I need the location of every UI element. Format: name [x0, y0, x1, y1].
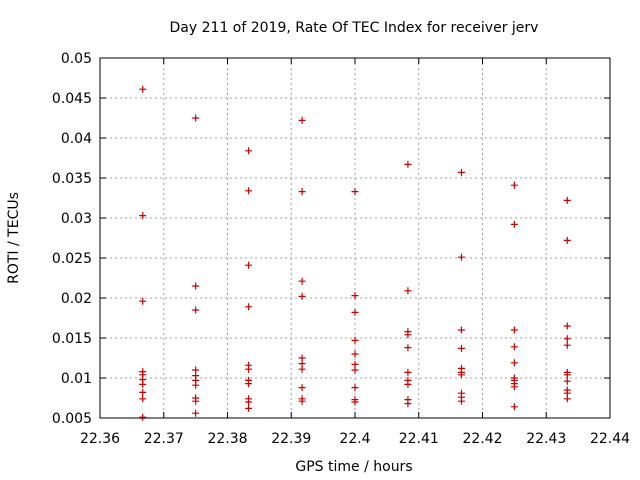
- x-axis-label: GPS time / hours: [295, 459, 412, 475]
- data-point: [139, 212, 147, 220]
- data-point: [192, 381, 200, 389]
- data-points: [139, 85, 571, 421]
- data-point: [457, 253, 465, 261]
- data-point: [563, 371, 571, 379]
- x-tick-label: 22.41: [399, 431, 439, 447]
- data-point: [510, 359, 518, 367]
- data-point: [245, 147, 253, 155]
- data-point: [351, 398, 359, 406]
- data-point: [510, 220, 518, 228]
- data-point: [457, 397, 465, 405]
- data-point: [563, 236, 571, 244]
- data-point: [245, 380, 253, 388]
- data-point: [298, 188, 306, 196]
- data-point: [298, 397, 306, 405]
- y-tick-label: 0.035: [52, 171, 92, 187]
- data-point: [510, 383, 518, 391]
- y-tick-label: 0.015: [52, 331, 92, 347]
- x-tick-label: 22.4: [339, 431, 370, 447]
- grid: [100, 58, 610, 418]
- y-tick-label: 0.005: [52, 411, 92, 427]
- data-point: [457, 371, 465, 379]
- x-tick-label: 22.38: [207, 431, 247, 447]
- data-point: [404, 287, 412, 295]
- data-point: [245, 303, 253, 311]
- data-point: [351, 350, 359, 358]
- data-point: [245, 365, 253, 373]
- data-point: [351, 366, 359, 374]
- data-point: [245, 187, 253, 195]
- data-point: [510, 403, 518, 411]
- data-point: [563, 341, 571, 349]
- y-tick-label: 0.025: [52, 251, 92, 267]
- y-tick-label: 0.045: [52, 91, 92, 107]
- data-point: [563, 322, 571, 330]
- x-tick-label: 22.36: [80, 431, 120, 447]
- data-point: [510, 326, 518, 334]
- data-point: [563, 196, 571, 204]
- data-point: [404, 400, 412, 408]
- data-point: [404, 331, 412, 339]
- data-point: [510, 343, 518, 351]
- data-point: [192, 282, 200, 290]
- data-point: [298, 292, 306, 300]
- data-point: [563, 335, 571, 343]
- data-point: [351, 292, 359, 300]
- data-point: [192, 397, 200, 405]
- data-point: [139, 413, 147, 421]
- data-point: [139, 297, 147, 305]
- data-point: [298, 365, 306, 373]
- y-tick-label: 0.01: [61, 371, 92, 387]
- data-point: [563, 377, 571, 385]
- data-point: [351, 384, 359, 392]
- data-point: [404, 344, 412, 352]
- x-axis-ticks: 22.36 22.37 22.38 22.39 22.4 22.41 22.42 22.43 2…: [80, 58, 630, 447]
- data-point: [457, 344, 465, 352]
- chart-title: Day 211 of 2019, Rate Of TEC Index for r…: [170, 20, 539, 36]
- y-tick-label: 0.03: [61, 211, 92, 227]
- x-tick-label: 22.43: [526, 431, 566, 447]
- data-point: [351, 336, 359, 344]
- y-tick-label: 0.04: [61, 131, 92, 147]
- data-point: [351, 188, 359, 196]
- data-point: [192, 306, 200, 314]
- x-tick-label: 22.37: [144, 431, 184, 447]
- x-tick-label: 22.39: [271, 431, 311, 447]
- data-point: [404, 368, 412, 376]
- data-point: [298, 116, 306, 124]
- data-point: [351, 308, 359, 316]
- data-point: [563, 395, 571, 403]
- data-point: [404, 380, 412, 388]
- y-axis-ticks: 0.005 0.01 0.015 0.02 0.025 0.03 0.035 0.04 0.04…: [52, 51, 610, 427]
- data-point: [510, 181, 518, 189]
- data-point: [139, 380, 147, 388]
- y-axis-label: ROTI / TECUs: [6, 192, 22, 284]
- data-point: [298, 277, 306, 285]
- y-tick-label: 0.05: [61, 51, 92, 67]
- data-point: [245, 398, 253, 406]
- plot-frame: [99, 57, 611, 419]
- x-tick-label: 22.42: [462, 431, 502, 447]
- data-point: [457, 168, 465, 176]
- data-point: [139, 388, 147, 396]
- data-point: [245, 404, 253, 412]
- data-point: [404, 160, 412, 168]
- data-point: [245, 261, 253, 269]
- data-point: [192, 114, 200, 122]
- y-tick-label: 0.02: [61, 291, 92, 307]
- data-point: [298, 384, 306, 392]
- data-point: [139, 85, 147, 93]
- data-point: [192, 409, 200, 417]
- x-tick-label: 22.44: [590, 431, 630, 447]
- data-point: [457, 326, 465, 334]
- data-point: [139, 395, 147, 403]
